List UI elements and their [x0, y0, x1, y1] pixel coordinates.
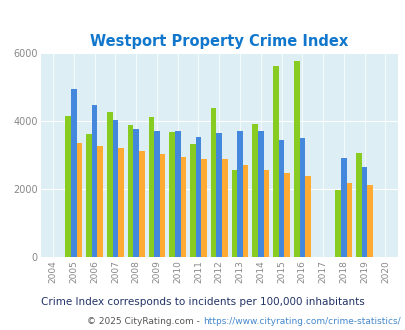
Bar [128, 125, 133, 257]
Text: https://www.cityrating.com/crime-statistics/: https://www.cityrating.com/crime-statist… [202, 317, 400, 326]
Bar [273, 66, 278, 257]
Bar [340, 158, 346, 257]
Bar [346, 183, 352, 257]
Bar [92, 105, 97, 257]
Bar [237, 131, 242, 257]
Bar [305, 176, 310, 257]
Bar [257, 131, 263, 257]
Bar [231, 170, 237, 257]
Bar [86, 134, 92, 257]
Bar [159, 154, 165, 257]
Bar [210, 108, 216, 257]
Bar [112, 120, 118, 257]
Bar [71, 89, 77, 257]
Bar [175, 131, 180, 257]
Bar [284, 173, 289, 257]
Bar [201, 159, 207, 257]
Bar [242, 165, 248, 257]
Bar [263, 170, 269, 257]
Bar [361, 167, 367, 257]
Bar [278, 140, 284, 257]
Bar [77, 143, 82, 257]
Bar [133, 129, 139, 257]
Bar [65, 116, 71, 257]
Bar [367, 185, 372, 257]
Bar [252, 124, 257, 257]
Bar [118, 148, 124, 257]
Bar [195, 137, 201, 257]
Text: © 2025 CityRating.com -: © 2025 CityRating.com - [87, 317, 202, 326]
Bar [97, 146, 103, 257]
Bar [148, 117, 154, 257]
Text: Crime Index corresponds to incidents per 100,000 inhabitants: Crime Index corresponds to incidents per… [41, 297, 364, 307]
Bar [139, 151, 144, 257]
Bar [216, 133, 222, 257]
Title: Westport Property Crime Index: Westport Property Crime Index [90, 34, 347, 49]
Bar [293, 61, 299, 257]
Bar [107, 113, 112, 257]
Bar [169, 132, 175, 257]
Bar [190, 144, 195, 257]
Bar [180, 157, 185, 257]
Bar [154, 131, 159, 257]
Bar [335, 190, 340, 257]
Bar [222, 159, 227, 257]
Bar [355, 153, 361, 257]
Bar [299, 138, 305, 257]
